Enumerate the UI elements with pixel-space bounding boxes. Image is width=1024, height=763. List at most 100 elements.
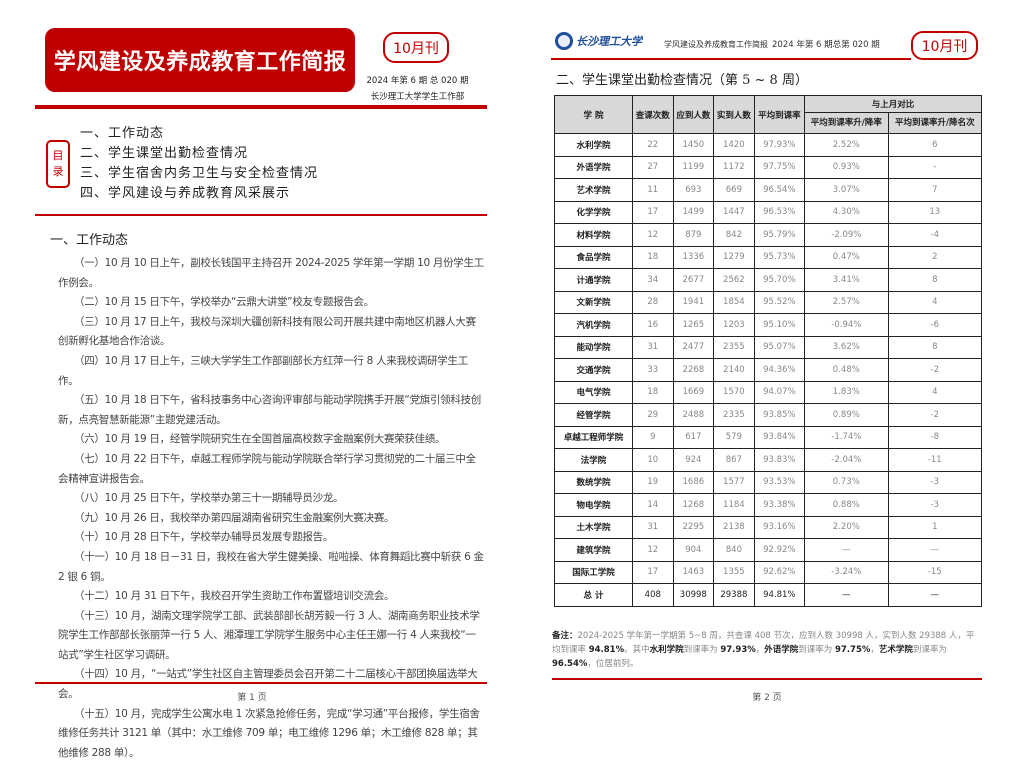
- table-cell: 879: [672, 223, 715, 247]
- header-title: 学风建设及养成教育工作简报: [664, 40, 768, 49]
- table-cell: 0.47%: [804, 245, 889, 269]
- table-cell: 29: [632, 403, 674, 427]
- table-cell: 1577: [713, 470, 755, 494]
- table-cell: 4: [887, 380, 983, 404]
- college-name: 水利学院: [554, 133, 633, 157]
- table-cell: 2138: [713, 515, 755, 539]
- note-college: 水利学院: [649, 645, 684, 655]
- table-cell: 1447: [713, 200, 755, 224]
- table-cell: 95.70%: [753, 268, 806, 292]
- table-cell: 96.54%: [753, 178, 806, 202]
- news-list: （一）10 月 10 日上午，副校长钱国平主持召开 2024-2025 学年第一…: [58, 254, 484, 763]
- header-line: [551, 58, 911, 60]
- note-value: 94.81%: [588, 645, 625, 655]
- toc-item[interactable]: 四、学风建设与养成教育风采展示: [80, 186, 291, 201]
- footer-line: [35, 682, 487, 684]
- table-cell: 93.83%: [753, 448, 806, 472]
- table-cell: 1420: [713, 133, 755, 157]
- table-cell: 92.92%: [753, 538, 806, 562]
- table-cell: 2.52%: [804, 133, 889, 157]
- table-cell: 6: [887, 133, 983, 157]
- table-row: 电气学院 18 1669 1570 94.07% 1.83% 4: [554, 380, 983, 404]
- table-cell: -15: [887, 560, 983, 584]
- table-cell: 96.53%: [753, 200, 806, 224]
- table-cell: 842: [713, 223, 755, 247]
- table-cell: 1268: [672, 493, 715, 517]
- table-cell: -8: [887, 425, 983, 449]
- month-badge: 10月刊: [911, 31, 978, 60]
- table-cell: 867: [713, 448, 755, 472]
- note-label: 备注：: [552, 631, 578, 641]
- table-row: 经管学院 29 2488 2335 93.85% 0.89% -2: [554, 403, 983, 427]
- table-cell: —: [887, 538, 983, 562]
- note-value: 96.54%: [552, 659, 588, 669]
- college-name: 汽机学院: [554, 313, 633, 337]
- table-cell: -6: [887, 313, 983, 337]
- table-cell: 29388: [713, 583, 755, 607]
- toc-label-char: 目: [52, 149, 64, 162]
- table-cell: 0.88%: [804, 493, 889, 517]
- table-cell: 1199: [672, 155, 715, 179]
- note-text: ，位居前列。: [587, 659, 639, 669]
- college-name: 能动学院: [554, 335, 633, 359]
- table-cell: 669: [713, 178, 755, 202]
- table-cell: 22: [632, 133, 674, 157]
- table-cell: 2677: [672, 268, 715, 292]
- table-row: 数统学院 19 1686 1577 93.53% 0.73% -3: [554, 470, 983, 494]
- toc-item[interactable]: 三、学生宿舍内务卫生与安全检查情况: [80, 166, 319, 181]
- college-name: 经管学院: [554, 403, 633, 427]
- table-cell: -3: [887, 493, 983, 517]
- toc-item[interactable]: 一、工作动态: [80, 126, 165, 141]
- toc-item[interactable]: 二、学生课堂出勤检查情况: [80, 146, 249, 161]
- table-cell: 408: [632, 583, 674, 607]
- table-cell: 1570: [713, 380, 755, 404]
- table-cell: 1450: [672, 133, 715, 157]
- college-name: 法学院: [554, 448, 633, 472]
- table-cell: 2488: [672, 403, 715, 427]
- table-row: 文新学院 28 1941 1854 95.52% 2.57% 4: [554, 290, 983, 314]
- issue-number: 2024 年第 6 期 总 020 期: [366, 76, 469, 86]
- college-name: 外语学院: [554, 155, 633, 179]
- news-item: （十五）10 月，完成学生公寓水电 1 次紧急抢修任务，完成“学习通”平台报修，…: [58, 707, 480, 759]
- issue-number: 2024 年第 6 期总第 020 期: [772, 40, 880, 50]
- news-item: （十一）10 月 18 日－31 日，我校在省大学生健美操、啦啦操、体育舞蹈比赛…: [58, 550, 484, 583]
- table-cell: 17: [632, 560, 674, 584]
- table-cell: -2.04%: [804, 448, 889, 472]
- table-cell: 16: [632, 313, 674, 337]
- table-cell: 2.20%: [804, 515, 889, 539]
- table-cell: 13: [887, 200, 983, 224]
- attendance-table: 学 院 查课次数 应到人数 实到人数 平均到课率 与上月对比 平均到课率升/降率…: [554, 95, 983, 607]
- table-cell: —: [887, 583, 983, 607]
- table-row: 国际工学院 17 1463 1355 92.62% -3.24% -15: [554, 560, 983, 584]
- publisher: 长沙理工大学学生工作部: [370, 92, 465, 102]
- note-college: 艺术学院: [878, 645, 913, 655]
- news-item: （五）10 月 18 日下午，省科技事务中心咨询评审部与能动学院携手开展“党旗引…: [58, 394, 481, 426]
- college-name: 电气学院: [554, 380, 633, 404]
- col-header: 查课次数: [632, 95, 674, 134]
- table-row: 总 计 408 30998 29388 94.81% — —: [554, 583, 983, 607]
- college-name: 总 计: [554, 583, 633, 607]
- table-cell: 2: [887, 245, 983, 269]
- table-cell: 1686: [672, 470, 715, 494]
- table-cell: 1463: [672, 560, 715, 584]
- table-cell: 1279: [713, 245, 755, 269]
- divider: [35, 214, 487, 216]
- table-cell: -3: [887, 470, 983, 494]
- table-cell: 2562: [713, 268, 755, 292]
- table-row: 材料学院 12 879 842 95.79% -2.09% -4: [554, 223, 983, 247]
- table-cell: 2295: [672, 515, 715, 539]
- table-cell: 8: [887, 268, 983, 292]
- table-cell: —: [804, 538, 889, 562]
- table-row: 法学院 10 924 867 93.83% -2.04% -11: [554, 448, 983, 472]
- table-cell: 93.16%: [753, 515, 806, 539]
- footer-line: [552, 678, 982, 680]
- table-cell: 2477: [672, 335, 715, 359]
- table-cell: 12: [632, 223, 674, 247]
- table-cell: 30998: [672, 583, 715, 607]
- toc-label: 目 录: [46, 140, 70, 188]
- col-header: 学 院: [554, 95, 633, 134]
- table-cell: 1941: [672, 290, 715, 314]
- table-cell: 31: [632, 335, 674, 359]
- table-cell: 19: [632, 470, 674, 494]
- table-cell: -0.94%: [804, 313, 889, 337]
